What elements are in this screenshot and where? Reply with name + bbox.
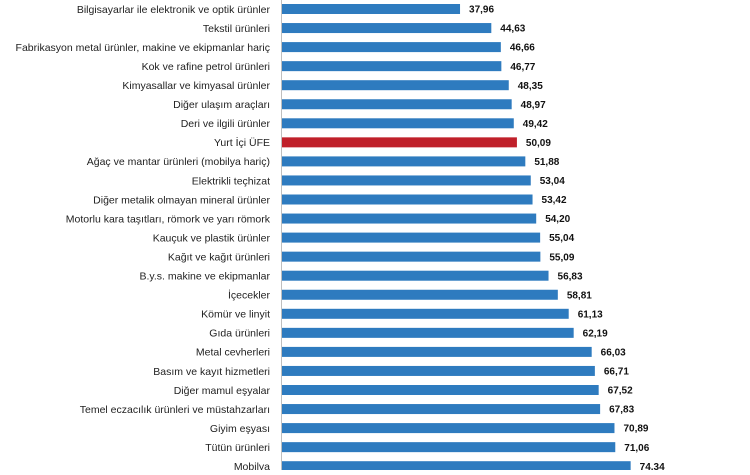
- bar-20: [282, 385, 599, 395]
- bar-21: [282, 404, 601, 415]
- value-label-9: 53,04: [540, 176, 565, 187]
- value-label-12: 55,04: [549, 233, 574, 244]
- value-label-3: 46,77: [510, 62, 535, 73]
- value-label-14: 56,83: [558, 271, 583, 282]
- category-label-6: Deri ve ilgili ürünler: [181, 118, 271, 130]
- value-label-4: 48,35: [518, 81, 543, 92]
- bar-5: [282, 99, 512, 110]
- bar-9: [282, 175, 531, 186]
- category-label-16: Kömür ve linyit: [201, 309, 270, 321]
- category-label-21: Temel eczacılık ürünleri ve müstahzarlar…: [80, 404, 270, 416]
- bar-17: [282, 327, 574, 338]
- bar-10: [282, 194, 533, 205]
- category-label-5: Diğer ulaşım araçları: [173, 99, 270, 111]
- value-label-19: 66,71: [604, 367, 629, 378]
- value-label-20: 67,52: [608, 386, 633, 397]
- value-label-10: 53,42: [542, 195, 567, 206]
- value-label-2: 46,66: [510, 43, 535, 54]
- value-label-13: 55,09: [549, 252, 574, 263]
- category-label-10: Diğer metalik olmayan mineral ürünler: [93, 194, 270, 206]
- category-label-2: Fabrikasyon metal ürünler, makine ve eki…: [16, 42, 270, 54]
- category-label-13: Kağıt ve kağıt ürünleri: [168, 251, 270, 263]
- value-label-21: 67,83: [609, 405, 634, 416]
- bar-13: [282, 251, 541, 262]
- value-label-22: 70,89: [623, 424, 648, 435]
- value-label-7: 50,09: [526, 138, 551, 149]
- category-label-14: B.y.s. makine ve ekipmanlar: [139, 271, 270, 283]
- category-label-8: Ağaç ve mantar ürünleri (mobilya hariç): [87, 156, 270, 168]
- value-label-11: 54,20: [545, 214, 570, 225]
- value-label-23: 71,06: [624, 443, 649, 454]
- bar-19: [282, 365, 595, 376]
- category-label-15: İçecekler: [228, 289, 271, 302]
- category-label-12: Kauçuk ve plastik ürünler: [153, 232, 271, 244]
- bar-8: [282, 156, 526, 167]
- bars-group: [282, 4, 631, 472]
- bar-4: [282, 80, 509, 91]
- value-label-18: 66,03: [601, 348, 626, 359]
- value-label-0: 37,96: [469, 5, 494, 16]
- category-label-3: Kok ve rafine petrol ürünleri: [142, 61, 270, 73]
- category-label-0: Bilgisayarlar ile elektronik ve optik ür…: [77, 4, 271, 16]
- bar-22: [282, 423, 615, 434]
- category-label-23: Tütün ürünleri: [205, 442, 270, 454]
- category-label-20: Diğer mamul eşyalar: [174, 385, 271, 397]
- bar-14: [282, 270, 549, 281]
- category-label-7: Yurt İçi ÜFE: [214, 136, 270, 149]
- value-label-5: 48,97: [521, 100, 546, 111]
- bar-24: [282, 461, 631, 472]
- value-label-6: 49,42: [523, 119, 548, 130]
- category-label-19: Basım ve kayıt hizmetleri: [153, 366, 270, 378]
- value-label-17: 62,19: [583, 328, 608, 339]
- value-label-16: 61,13: [578, 309, 603, 320]
- bar-12: [282, 232, 541, 243]
- bar-6: [282, 118, 514, 129]
- value-labels-group: 37,96 44,63 46,66 46,77 48,35 48,97 49,42 50,09…: [469, 5, 665, 473]
- category-label-9: Elektrikli teçhizat: [192, 175, 270, 187]
- category-label-11: Motorlu kara taşıtları, römork ve yarı r…: [66, 213, 271, 225]
- bar-7: [282, 137, 517, 148]
- category-label-18: Metal cevherleri: [196, 347, 270, 359]
- bar-11: [282, 213, 537, 224]
- bar-2: [282, 42, 501, 53]
- bar-15: [282, 289, 558, 300]
- value-label-8: 51,88: [534, 157, 559, 168]
- bar-23: [282, 442, 616, 453]
- bar-3: [282, 61, 502, 72]
- value-label-24: 74,34: [640, 462, 665, 470]
- value-label-1: 44,63: [500, 24, 525, 35]
- category-label-17: Gıda ürünleri: [209, 328, 270, 340]
- bar-0: [282, 4, 461, 14]
- category-label-1: Tekstil ürünleri: [203, 23, 270, 35]
- value-label-15: 58,81: [567, 290, 592, 301]
- bar-18: [282, 346, 592, 357]
- category-labels-group: Bilgisayarlar ile elektronik ve optik ür…: [16, 4, 271, 473]
- bar-1: [282, 23, 492, 34]
- category-label-24: Mobilya: [234, 461, 270, 470]
- category-label-22: Giyim eşyası: [210, 423, 270, 435]
- category-label-4: Kimyasallar ve kimyasal ürünler: [122, 80, 270, 92]
- bar-16: [282, 308, 569, 319]
